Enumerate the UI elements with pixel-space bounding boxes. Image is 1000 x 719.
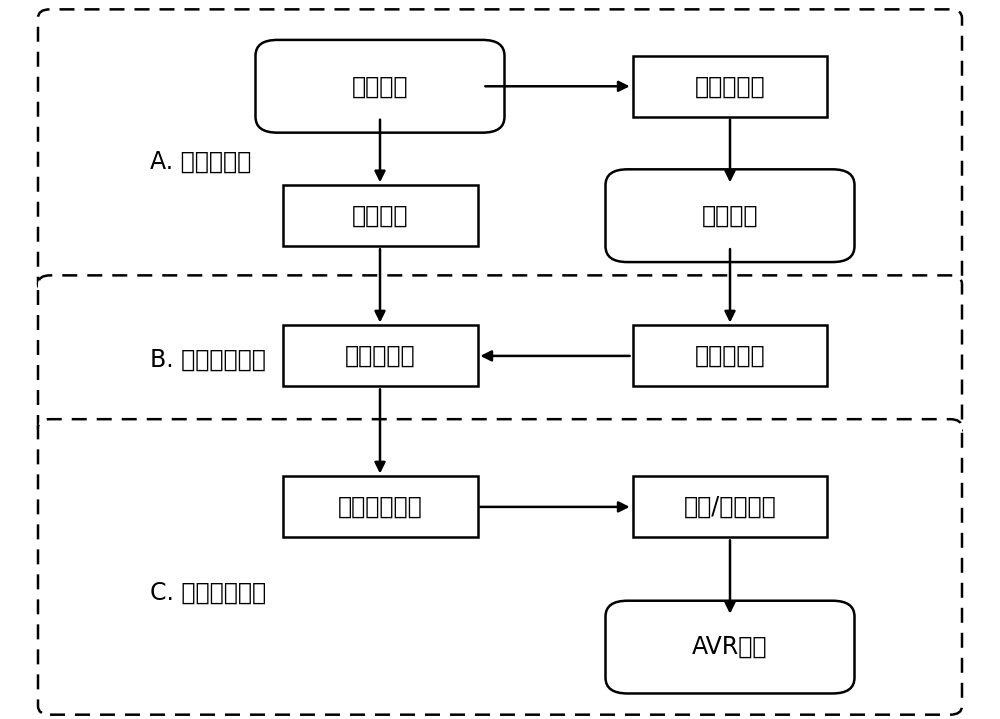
Text: 血管区域: 血管区域 [702,203,758,228]
Text: AVR结果: AVR结果 [692,635,768,659]
FancyBboxPatch shape [283,476,478,538]
Text: 深度卷积网络: 深度卷积网络 [338,495,422,519]
FancyBboxPatch shape [38,275,962,436]
Text: 视盘定位: 视盘定位 [352,203,408,228]
FancyBboxPatch shape [256,40,504,132]
FancyBboxPatch shape [633,476,827,538]
FancyBboxPatch shape [283,325,478,387]
FancyBboxPatch shape [283,186,478,246]
Text: 动脉/静脉分类: 动脉/静脉分类 [684,495,776,519]
FancyBboxPatch shape [633,56,827,116]
Text: 原始图像: 原始图像 [352,74,408,99]
Text: 有向图构建: 有向图构建 [345,344,415,368]
Text: 全卷积网络: 全卷积网络 [695,74,765,99]
Text: C. 直径测量模块: C. 直径测量模块 [150,581,266,605]
FancyBboxPatch shape [605,601,854,693]
FancyBboxPatch shape [633,325,827,387]
Text: B. 拓扑分析模块: B. 拓扑分析模块 [150,347,266,372]
Text: 中心线提取: 中心线提取 [695,344,765,368]
FancyBboxPatch shape [605,170,854,262]
Text: A. 预处理模块: A. 预处理模块 [150,150,251,174]
FancyBboxPatch shape [38,9,962,293]
FancyBboxPatch shape [38,419,962,715]
